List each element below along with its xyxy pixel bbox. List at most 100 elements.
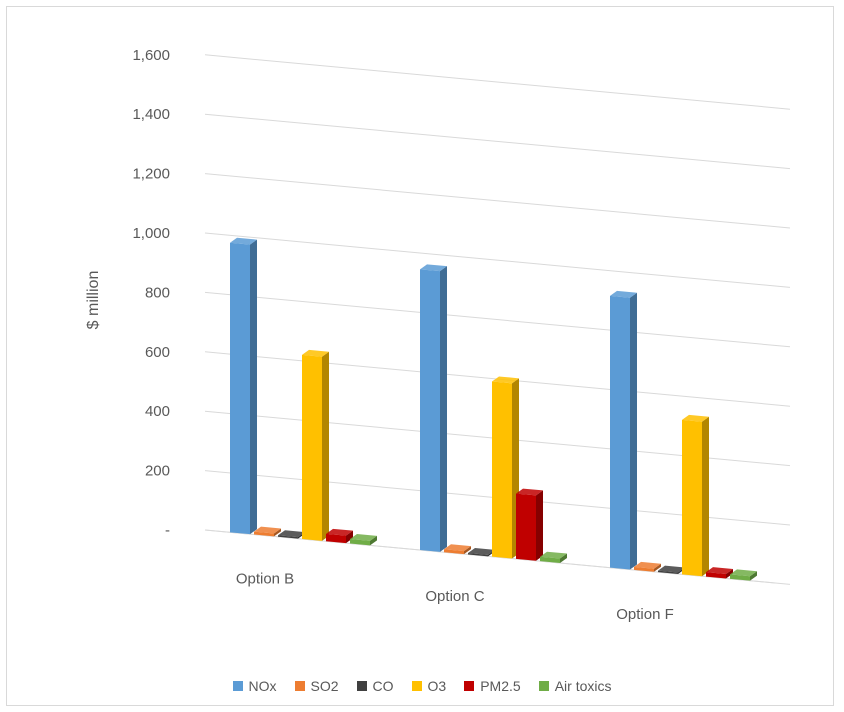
- bar-so2-option-f: [634, 561, 661, 572]
- bar-side: [750, 571, 757, 581]
- bar-front: [492, 381, 512, 559]
- gridline: [204, 173, 791, 229]
- bar-front: [278, 535, 298, 539]
- legend-item: Air toxics: [538, 678, 612, 694]
- bar-side: [440, 266, 447, 552]
- legend-label: CO: [372, 678, 394, 694]
- bar-front: [420, 269, 440, 552]
- bar-top: [658, 565, 685, 573]
- bar-top: [444, 544, 471, 552]
- bar-pm2-5-option-f: [706, 567, 733, 579]
- bar-pm2-5-option-c: [516, 488, 543, 561]
- bar-front: [516, 493, 536, 561]
- bar-front: [610, 295, 630, 570]
- legend-label: O3: [427, 678, 447, 694]
- bar-side: [630, 292, 637, 570]
- bar-so2-option-c: [444, 544, 471, 555]
- legend-label: Air toxics: [554, 678, 612, 694]
- y-tick-label: 1,400: [132, 106, 170, 123]
- legend-swatch: [294, 681, 305, 691]
- bar-side: [464, 546, 471, 555]
- bar-front: [706, 572, 726, 579]
- x-tick-label: Option C: [425, 588, 484, 605]
- gridline: [204, 232, 791, 288]
- gridline: [204, 113, 791, 170]
- bar-top: [730, 569, 757, 577]
- bar-top: [610, 290, 637, 298]
- bar-o3-option-f: [682, 414, 709, 577]
- bar-side: [536, 490, 543, 561]
- bar-front: [350, 539, 370, 546]
- bar-nox-option-b: [230, 237, 257, 535]
- bar-front: [634, 566, 654, 572]
- bar-front: [658, 570, 678, 574]
- x-tick-label: Option B: [236, 571, 294, 588]
- bar-top: [230, 237, 257, 245]
- legend: NOx SO2 CO O3 PM2.5 Air toxics: [0, 674, 844, 698]
- y-tick-label: 1,000: [132, 225, 170, 242]
- legend-item: PM2.5: [464, 678, 521, 694]
- bar-co-option-f: [658, 565, 685, 574]
- y-tick-label: 1,200: [132, 166, 170, 183]
- y-tick-label: 1,600: [132, 47, 170, 64]
- legend-label: NOx: [248, 678, 277, 694]
- bar-front: [682, 419, 702, 577]
- bar-side: [274, 528, 281, 537]
- bar-front: [540, 556, 560, 564]
- bars: [230, 237, 757, 581]
- legend-item: CO: [356, 678, 394, 694]
- y-tick-label: 800: [145, 284, 170, 301]
- bar-top: [682, 414, 709, 422]
- bar-front: [730, 574, 750, 581]
- bar-front: [254, 531, 274, 537]
- bar-top: [302, 349, 329, 357]
- gridline: [204, 54, 791, 110]
- bar-front: [230, 242, 250, 535]
- bar-air-toxics-option-b: [350, 534, 377, 546]
- bar-side: [560, 553, 567, 564]
- bar-side: [654, 563, 661, 572]
- x-axis: Option B Option C Option F: [236, 571, 674, 623]
- bar-top: [254, 526, 281, 534]
- legend-swatch: [232, 681, 243, 691]
- gridline: [204, 291, 791, 348]
- legend-item: NOx: [232, 678, 277, 694]
- bar-side: [702, 416, 709, 577]
- bar-pm2-5-option-b: [326, 528, 353, 544]
- bar-side: [726, 568, 733, 579]
- bar-top: [492, 376, 519, 384]
- bar-side: [346, 530, 353, 544]
- bar-side: [370, 535, 377, 546]
- legend-label: PM2.5: [480, 678, 521, 694]
- bar-nox-option-f: [610, 290, 637, 570]
- bar-front: [444, 549, 464, 555]
- legend-swatch: [464, 681, 475, 691]
- bar-air-toxics-option-f: [730, 569, 757, 581]
- bar-top: [278, 530, 305, 538]
- legend-label: SO2: [310, 678, 339, 694]
- y-tick-label: 400: [145, 403, 170, 420]
- bar-front: [468, 552, 488, 557]
- floor-line: [204, 529, 776, 584]
- bar-so2-option-b: [254, 526, 281, 537]
- bar-top: [540, 551, 567, 559]
- bar-front: [302, 354, 322, 541]
- bar-top: [706, 567, 733, 574]
- bar-o3-option-b: [302, 349, 329, 541]
- y-axis: - 200 400 600 800 1,000 1,200 1,400 1,600: [132, 47, 170, 539]
- legend-swatch: [356, 681, 367, 691]
- legend-swatch: [538, 681, 549, 691]
- y-tick-label: 200: [145, 463, 170, 480]
- bar-nox-option-c: [420, 264, 447, 552]
- bar-top: [468, 547, 495, 555]
- y-axis-label: $ million: [85, 271, 102, 330]
- y-tick-label: -: [165, 522, 170, 539]
- bar-top: [350, 534, 377, 541]
- y-tick-label: 600: [145, 344, 170, 361]
- legend-item: O3: [411, 678, 447, 694]
- bar-air-toxics-option-c: [540, 551, 567, 564]
- bar-top: [516, 488, 543, 496]
- legend-swatch: [411, 681, 422, 691]
- bar-o3-option-c: [492, 376, 519, 559]
